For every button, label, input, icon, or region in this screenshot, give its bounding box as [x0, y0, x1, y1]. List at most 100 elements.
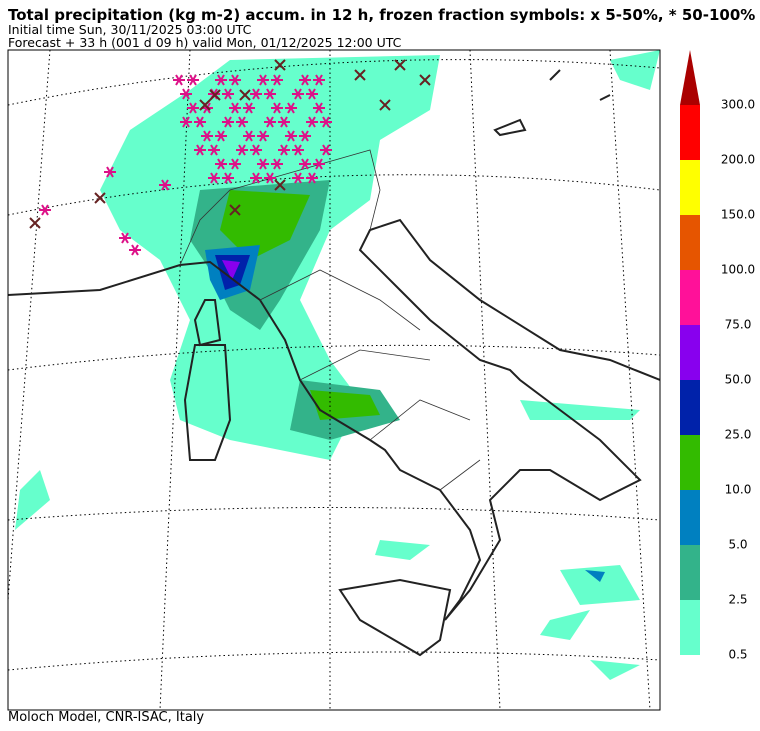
snow-symbol: [229, 158, 241, 170]
colorbar-label: 10.0: [725, 483, 752, 497]
snow-symbol: [278, 116, 290, 128]
mixed-symbol: [229, 204, 241, 216]
snow-symbol: [194, 116, 206, 128]
colorbar-label: 75.0: [725, 318, 752, 332]
snow-symbol: [187, 74, 199, 86]
snow-symbol: [201, 130, 213, 142]
mixed-symbol: [354, 69, 366, 81]
colorbar-segment: [680, 545, 700, 600]
snow-symbol: [313, 102, 325, 114]
snow-symbol: [292, 144, 304, 156]
mixed-symbol: [209, 89, 221, 101]
snow-symbol: [173, 74, 185, 86]
snow-symbol: [159, 179, 171, 191]
mixed-symbol: [239, 89, 251, 101]
snow-symbol: [271, 102, 283, 114]
snow-symbol: [180, 88, 192, 100]
snow-symbol: [236, 116, 248, 128]
snow-symbol: [299, 130, 311, 142]
mixed-symbol: [419, 74, 431, 86]
snow-symbol: [313, 158, 325, 170]
colorbar-segment: [680, 380, 700, 435]
colorbar-label: 200.0: [721, 153, 755, 167]
snow-symbol: [320, 144, 332, 156]
colorbar-segment: [680, 600, 700, 655]
snow-symbol: [271, 74, 283, 86]
snow-symbol: [215, 74, 227, 86]
precipitation: [15, 50, 660, 680]
snow-symbol: [264, 172, 276, 184]
snow-symbol: [257, 130, 269, 142]
snow-symbol: [222, 172, 234, 184]
snow-symbol: [194, 144, 206, 156]
footer: Moloch Model, CNR-ISAC, Italy: [8, 710, 205, 725]
snow-symbol: [222, 88, 234, 100]
snow-symbol: [243, 130, 255, 142]
mixed-symbol: [379, 99, 391, 111]
snow-symbol: [119, 232, 131, 244]
mixed-symbol: [199, 99, 211, 111]
snow-symbol: [285, 102, 297, 114]
frame: [7, 49, 661, 711]
coastline: [8, 69, 660, 657]
forecast-time: Forecast + 33 h (001 d 09 h) valid Mon, …: [8, 35, 402, 50]
colorbar-label: 50.0: [725, 373, 752, 387]
snow-symbol: [250, 172, 262, 184]
snow-symbol: [292, 172, 304, 184]
snow-symbol: [222, 116, 234, 128]
snow-symbol: [278, 144, 290, 156]
snow-symbol: [313, 74, 325, 86]
colorbar-label: 300.0: [721, 98, 755, 112]
colorbar-segment: [680, 270, 700, 325]
snow-symbol: [320, 116, 332, 128]
mixed-symbol: [274, 179, 286, 191]
snow-symbol: [299, 158, 311, 170]
snow-symbol: [250, 88, 262, 100]
snow-symbol: [264, 88, 276, 100]
snow-symbol: [257, 158, 269, 170]
snow-symbol: [129, 244, 141, 256]
snow-symbol: [208, 172, 220, 184]
graticule: [8, 50, 660, 710]
colorbar-label: 0.5: [728, 648, 747, 662]
colorbar-extend: [680, 50, 700, 105]
colorbar-label: 150.0: [721, 208, 755, 222]
snow-symbol: [306, 172, 318, 184]
borders: [179, 149, 481, 491]
snow-symbol: [243, 102, 255, 114]
colorbar-segment: [680, 325, 700, 380]
colorbar-label: 100.0: [721, 263, 755, 277]
snow-symbol: [39, 204, 51, 216]
snow-symbol: [208, 144, 220, 156]
snow-symbol: [180, 116, 192, 128]
snow-symbol: [299, 74, 311, 86]
snow-symbol: [257, 74, 269, 86]
snow-symbol: [306, 88, 318, 100]
snow-symbol: [292, 88, 304, 100]
frozen-symbols: [29, 59, 431, 256]
snow-symbol: [104, 166, 116, 178]
colorbar-segment: [680, 215, 700, 270]
map-area: [8, 50, 660, 710]
colorbar-segment: [680, 435, 700, 490]
colorbar-segment: [680, 490, 700, 545]
colorbar-segment: [680, 105, 700, 160]
snow-symbol: [264, 116, 276, 128]
mixed-symbol: [94, 192, 106, 204]
title: Total precipitation (kg m-2) accum. in 1…: [8, 6, 756, 24]
snow-symbol: [215, 130, 227, 142]
colorbar-segment: [680, 160, 700, 215]
snow-symbol: [306, 116, 318, 128]
colorbar-label: 5.0: [728, 538, 747, 552]
colorbar-label: 25.0: [725, 428, 752, 442]
snow-symbol: [215, 158, 227, 170]
snow-symbol: [285, 130, 297, 142]
mixed-symbol: [274, 59, 286, 71]
snow-symbol: [229, 74, 241, 86]
colorbar-label: 2.5: [728, 593, 747, 607]
colorbar: 0.5 2.5 5.0 10.0 25.0 50.0 75.0 100.0 150.0 200.0…: [680, 50, 755, 662]
snow-symbol: [250, 144, 262, 156]
snow-symbol: [271, 158, 283, 170]
